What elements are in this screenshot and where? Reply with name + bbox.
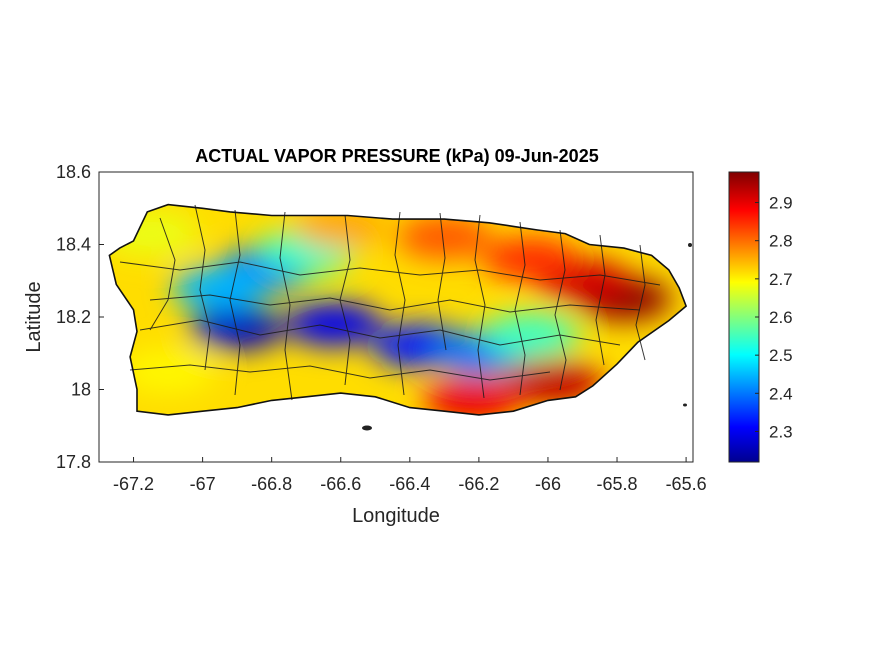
x-tick-label: -65.6 [666, 474, 707, 494]
colorbar-tick-label: 2.6 [769, 308, 793, 327]
island-outline [108, 203, 688, 416]
chart-title: ACTUAL VAPOR PRESSURE (kPa) 09-Jun-2025 [195, 146, 598, 166]
colorbar-tick-label: 2.4 [769, 384, 793, 403]
x-tick-label: -67.2 [113, 474, 154, 494]
colorbar-tick-label: 2.3 [769, 422, 793, 441]
x-tick-label: -66.6 [320, 474, 361, 494]
x-tick-label: -67 [190, 474, 216, 494]
field-feature-7 [482, 313, 579, 358]
islets [362, 243, 692, 431]
colorbar-tick-label: 2.5 [769, 346, 793, 365]
x-tick-label: -65.8 [597, 474, 638, 494]
y-tick-label: 18.2 [56, 307, 91, 327]
colorbar-tick-label: 2.9 [769, 194, 793, 213]
field-feature-2 [285, 302, 382, 347]
field-feature-15 [120, 349, 217, 394]
field-feature-3 [171, 266, 268, 310]
municipality-borders [119, 204, 661, 401]
vapor-pressure-field [109, 204, 687, 415]
field-feature-0 [189, 305, 286, 350]
colorbar-tick-label: 2.7 [769, 270, 793, 289]
colorbar-ticks: 2.3 2.4 2.5 2.6 2.7 2.8 2.9 [755, 194, 793, 441]
y-tick-label: 18.6 [56, 162, 91, 182]
y-tick-label: 18 [71, 380, 91, 400]
colorbar-tick-label: 2.8 [769, 232, 793, 251]
field-feature-10 [482, 237, 579, 281]
y-axis-label: Latitude [23, 281, 45, 352]
x-tick-label: -66.8 [251, 474, 292, 494]
x-tick-label: -66.4 [389, 474, 430, 494]
y-axis-ticks: 17.8 18 18.2 18.4 18.6 [56, 162, 104, 472]
x-tick-label: -66 [535, 474, 561, 494]
x-axis-label: Longitude [352, 505, 440, 527]
x-tick-label: -66.2 [458, 474, 499, 494]
colorbar [728, 171, 760, 463]
y-tick-label: 17.8 [56, 452, 91, 472]
y-tick-label: 18.4 [56, 235, 91, 255]
field-feature-11 [396, 215, 493, 260]
x-axis-ticks: -67.2 -67 -66.8 -66.6 -66.4 -66.2 -66 -65.8 -65.… [113, 457, 707, 494]
field-feature-12 [506, 360, 603, 405]
